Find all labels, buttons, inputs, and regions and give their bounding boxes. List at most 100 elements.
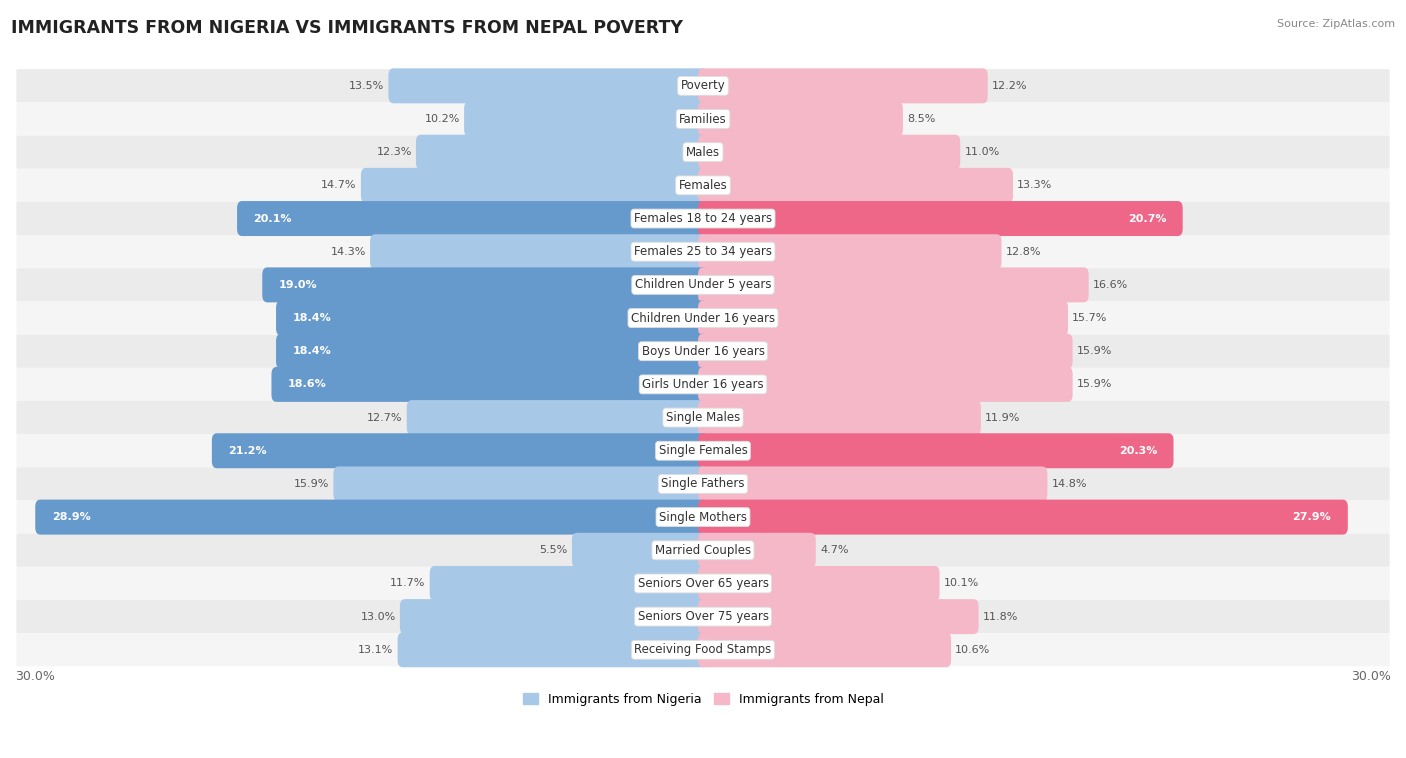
Text: Single Mothers: Single Mothers [659, 511, 747, 524]
Text: 13.5%: 13.5% [349, 81, 384, 91]
Text: IMMIGRANTS FROM NIGERIA VS IMMIGRANTS FROM NEPAL POVERTY: IMMIGRANTS FROM NIGERIA VS IMMIGRANTS FR… [11, 19, 683, 37]
Text: 10.2%: 10.2% [425, 114, 460, 124]
Text: Seniors Over 65 years: Seniors Over 65 years [637, 577, 769, 590]
Text: 11.0%: 11.0% [965, 147, 1000, 157]
Text: Poverty: Poverty [681, 80, 725, 92]
Text: 21.2%: 21.2% [228, 446, 267, 456]
FancyBboxPatch shape [17, 235, 1389, 268]
Text: 14.3%: 14.3% [330, 246, 366, 257]
FancyBboxPatch shape [212, 434, 709, 468]
FancyBboxPatch shape [697, 632, 950, 667]
Text: 30.0%: 30.0% [15, 670, 55, 684]
FancyBboxPatch shape [17, 202, 1389, 235]
Text: 15.7%: 15.7% [1073, 313, 1108, 323]
Legend: Immigrants from Nigeria, Immigrants from Nepal: Immigrants from Nigeria, Immigrants from… [517, 688, 889, 711]
Text: Married Couples: Married Couples [655, 543, 751, 557]
FancyBboxPatch shape [17, 434, 1389, 468]
Text: 13.0%: 13.0% [360, 612, 395, 622]
Text: Children Under 5 years: Children Under 5 years [634, 278, 772, 291]
Text: 13.3%: 13.3% [1017, 180, 1053, 190]
Text: 20.7%: 20.7% [1128, 214, 1166, 224]
FancyBboxPatch shape [697, 533, 815, 568]
Text: Single Males: Single Males [666, 411, 740, 424]
FancyBboxPatch shape [697, 135, 960, 170]
FancyBboxPatch shape [35, 500, 709, 534]
Text: 12.2%: 12.2% [993, 81, 1028, 91]
FancyBboxPatch shape [17, 169, 1389, 202]
FancyBboxPatch shape [370, 234, 709, 269]
FancyBboxPatch shape [17, 468, 1389, 500]
Text: 11.8%: 11.8% [983, 612, 1018, 622]
Text: 20.3%: 20.3% [1119, 446, 1157, 456]
FancyBboxPatch shape [398, 632, 709, 667]
FancyBboxPatch shape [697, 301, 1069, 336]
FancyBboxPatch shape [17, 600, 1389, 633]
FancyBboxPatch shape [697, 400, 981, 435]
Text: 15.9%: 15.9% [1077, 380, 1112, 390]
Text: 19.0%: 19.0% [278, 280, 318, 290]
FancyBboxPatch shape [17, 500, 1389, 534]
FancyBboxPatch shape [17, 302, 1389, 334]
FancyBboxPatch shape [17, 534, 1389, 567]
FancyBboxPatch shape [17, 334, 1389, 368]
FancyBboxPatch shape [263, 268, 709, 302]
FancyBboxPatch shape [697, 599, 979, 634]
FancyBboxPatch shape [333, 466, 709, 501]
Text: Children Under 16 years: Children Under 16 years [631, 312, 775, 324]
Text: 12.3%: 12.3% [377, 147, 412, 157]
FancyBboxPatch shape [697, 102, 903, 136]
FancyBboxPatch shape [697, 68, 988, 103]
Text: Receiving Food Stamps: Receiving Food Stamps [634, 644, 772, 656]
Text: 13.1%: 13.1% [359, 645, 394, 655]
Text: 14.8%: 14.8% [1052, 479, 1087, 489]
FancyBboxPatch shape [17, 69, 1389, 102]
FancyBboxPatch shape [276, 334, 709, 368]
FancyBboxPatch shape [697, 466, 1047, 501]
Text: Females 18 to 24 years: Females 18 to 24 years [634, 212, 772, 225]
Text: 28.9%: 28.9% [52, 512, 90, 522]
FancyBboxPatch shape [697, 201, 1182, 236]
FancyBboxPatch shape [464, 102, 709, 136]
Text: 12.8%: 12.8% [1005, 246, 1042, 257]
Text: Females: Females [679, 179, 727, 192]
FancyBboxPatch shape [572, 533, 709, 568]
FancyBboxPatch shape [399, 599, 709, 634]
Text: 5.5%: 5.5% [540, 545, 568, 556]
Text: Single Fathers: Single Fathers [661, 478, 745, 490]
Text: 15.9%: 15.9% [1077, 346, 1112, 356]
Text: 12.7%: 12.7% [367, 412, 402, 422]
FancyBboxPatch shape [697, 367, 1073, 402]
Text: 10.1%: 10.1% [943, 578, 979, 588]
Text: 16.6%: 16.6% [1092, 280, 1128, 290]
FancyBboxPatch shape [17, 102, 1389, 136]
FancyBboxPatch shape [416, 135, 709, 170]
FancyBboxPatch shape [697, 334, 1073, 368]
Text: 11.9%: 11.9% [986, 412, 1021, 422]
FancyBboxPatch shape [388, 68, 709, 103]
Text: Males: Males [686, 146, 720, 158]
Text: 18.6%: 18.6% [288, 380, 326, 390]
Text: 27.9%: 27.9% [1292, 512, 1331, 522]
Text: Families: Families [679, 112, 727, 126]
FancyBboxPatch shape [697, 268, 1088, 302]
Text: 4.7%: 4.7% [820, 545, 848, 556]
Text: 15.9%: 15.9% [294, 479, 329, 489]
FancyBboxPatch shape [17, 401, 1389, 434]
FancyBboxPatch shape [697, 500, 1348, 534]
FancyBboxPatch shape [697, 234, 1001, 269]
FancyBboxPatch shape [430, 566, 709, 601]
FancyBboxPatch shape [238, 201, 709, 236]
FancyBboxPatch shape [17, 268, 1389, 302]
FancyBboxPatch shape [697, 434, 1174, 468]
Text: 10.6%: 10.6% [955, 645, 990, 655]
FancyBboxPatch shape [697, 566, 939, 601]
Text: Seniors Over 75 years: Seniors Over 75 years [637, 610, 769, 623]
Text: Girls Under 16 years: Girls Under 16 years [643, 378, 763, 391]
Text: Females 25 to 34 years: Females 25 to 34 years [634, 245, 772, 258]
FancyBboxPatch shape [17, 633, 1389, 666]
Text: 14.7%: 14.7% [321, 180, 357, 190]
FancyBboxPatch shape [17, 136, 1389, 169]
Text: 11.7%: 11.7% [389, 578, 426, 588]
FancyBboxPatch shape [17, 368, 1389, 401]
Text: Source: ZipAtlas.com: Source: ZipAtlas.com [1277, 19, 1395, 29]
